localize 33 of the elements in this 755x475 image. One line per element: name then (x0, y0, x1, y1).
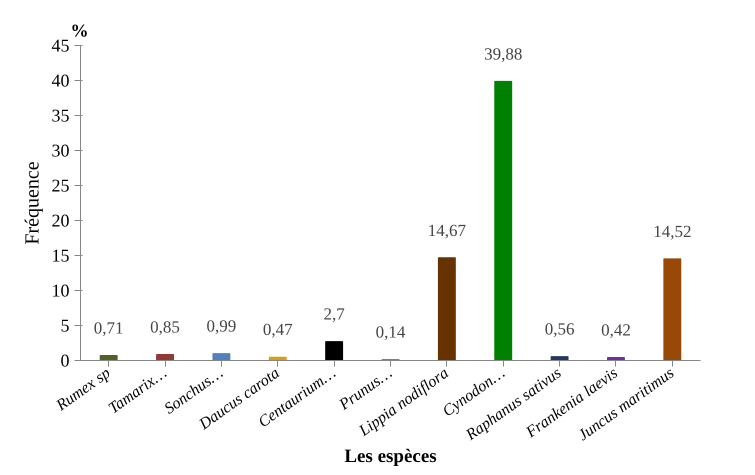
data-label: 0,85 (150, 318, 180, 337)
y-tick-label: 25 (52, 176, 70, 196)
y-tick-label: 10 (52, 280, 70, 300)
data-label: 39,88 (484, 44, 522, 64)
y-axis-title: Fréquence (22, 161, 44, 245)
bar (438, 257, 456, 360)
bar (268, 356, 287, 360)
data-label: 0,71 (94, 318, 124, 338)
bar (156, 354, 174, 360)
y-tick-label: 0 (60, 350, 70, 370)
text: % (70, 20, 88, 40)
data-label: 0,14 (376, 322, 406, 342)
bar (100, 355, 118, 360)
y-tick-label: 15 (52, 246, 70, 266)
bar (663, 258, 682, 360)
data-label: 14,52 (653, 222, 692, 241)
data-label: 0,42 (601, 320, 631, 340)
bar (550, 356, 569, 360)
y-tick-label: 40 (52, 70, 70, 90)
data-label: 14,67 (428, 220, 466, 240)
y-tick-label: 5 (60, 316, 70, 336)
y-tick-label: 30 (52, 140, 70, 160)
data-label: 0,56 (544, 320, 574, 339)
x-axis-title: Les espèces (344, 446, 437, 468)
y-tick-label: 20 (52, 210, 70, 230)
y-tick-label: 45 (52, 36, 70, 56)
bar (494, 80, 512, 360)
bar (325, 341, 344, 360)
data-label: 2,7 (324, 304, 346, 324)
data-label: 0,47 (262, 320, 294, 340)
data-label: 0,99 (206, 316, 236, 336)
y-tick-label: 35 (52, 106, 70, 126)
bar (212, 353, 230, 360)
